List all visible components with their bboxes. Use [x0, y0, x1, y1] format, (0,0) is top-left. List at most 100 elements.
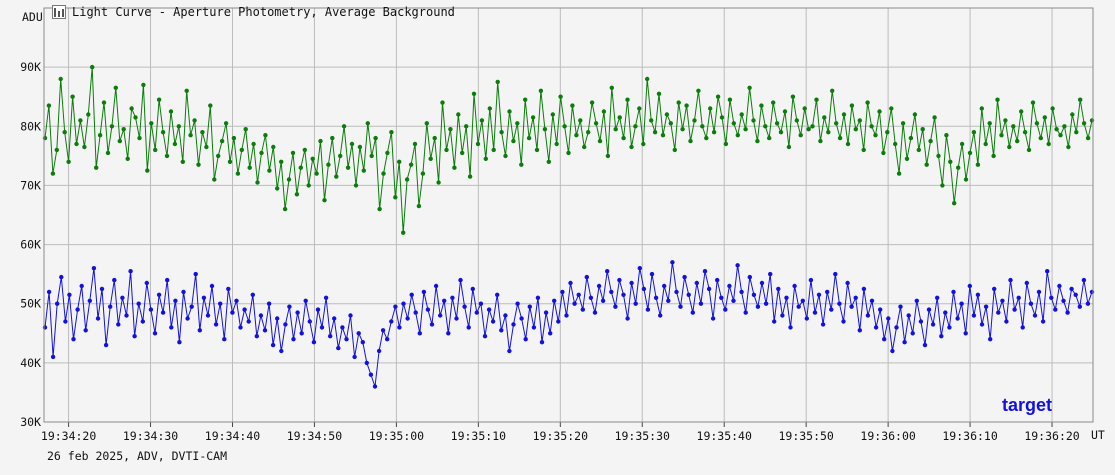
data-point — [865, 313, 871, 318]
data-point — [932, 115, 937, 120]
data-point — [739, 112, 744, 117]
data-point — [169, 325, 174, 330]
data-point — [682, 274, 687, 280]
data-point — [310, 156, 315, 161]
data-point — [833, 271, 838, 277]
data-point — [1065, 310, 1070, 315]
data-point — [120, 295, 125, 300]
data-point — [401, 301, 406, 306]
data-point — [956, 165, 961, 170]
data-point — [86, 112, 91, 117]
data-point — [706, 286, 712, 292]
data-point — [1020, 325, 1025, 330]
data-point — [112, 277, 117, 283]
data-point — [869, 298, 875, 303]
data-point — [735, 263, 740, 268]
data-point — [397, 159, 402, 164]
data-point — [935, 295, 940, 300]
data-point — [715, 277, 720, 283]
data-point — [881, 150, 886, 156]
data-point — [1057, 283, 1062, 289]
data-point — [882, 337, 887, 342]
data-point — [177, 340, 182, 345]
data-point — [377, 206, 382, 212]
data-point — [46, 289, 52, 295]
data-point — [920, 127, 925, 132]
data-point — [542, 127, 548, 132]
data-point — [890, 348, 895, 354]
data-point — [959, 141, 965, 147]
data-point — [1028, 301, 1034, 306]
data-point — [421, 289, 427, 295]
data-point — [168, 109, 174, 114]
data-point — [475, 141, 481, 147]
data-point — [349, 141, 355, 147]
data-point — [877, 109, 882, 114]
data-point — [774, 121, 780, 126]
data-point — [153, 147, 158, 153]
data-point — [959, 301, 964, 306]
data-point — [566, 150, 571, 156]
data-point — [588, 295, 594, 300]
data-point — [454, 316, 459, 321]
x-tick-label: 19:36:00 — [860, 429, 915, 443]
data-point — [456, 112, 461, 117]
data-point — [759, 280, 765, 286]
data-point — [609, 85, 614, 91]
data-point — [369, 153, 374, 159]
data-point — [763, 301, 769, 306]
data-point — [1070, 112, 1075, 117]
x-tick-label: 19:35:50 — [778, 429, 833, 443]
data-point — [425, 307, 431, 312]
data-point — [562, 124, 567, 129]
legend-entry-target: target — [1002, 395, 1052, 415]
data-point — [486, 307, 492, 312]
data-point — [226, 286, 231, 292]
data-point — [1049, 295, 1054, 300]
data-point — [466, 325, 471, 330]
data-point — [987, 121, 992, 126]
data-point — [201, 295, 207, 300]
x-tick-label: 19:35:40 — [697, 429, 752, 443]
data-point — [539, 340, 545, 345]
data-point — [633, 301, 638, 306]
axes: 30K 40K 50K 60K 70K 80K 90K 19:34:20 19:34:30 19:… — [20, 7, 1094, 443]
data-point — [755, 304, 761, 309]
data-point — [184, 88, 189, 94]
y-tick-label: 80K — [20, 119, 41, 133]
data-point — [841, 319, 846, 324]
data-point — [74, 141, 79, 147]
y-tick-label: 70K — [20, 178, 41, 192]
data-point — [42, 135, 48, 141]
data-point — [967, 150, 973, 156]
data-point — [173, 298, 178, 303]
chart-icon[interactable] — [52, 5, 66, 19]
data-point — [295, 310, 300, 315]
x-tick-label: 19:35:20 — [533, 429, 588, 443]
data-point — [368, 372, 374, 377]
data-point — [967, 283, 972, 289]
data-point — [857, 118, 862, 123]
data-point — [462, 304, 467, 309]
data-point — [298, 165, 303, 170]
data-point — [830, 88, 835, 94]
data-point — [328, 334, 333, 339]
data-point — [1030, 100, 1036, 105]
data-point — [747, 85, 752, 91]
data-point — [1045, 269, 1050, 274]
data-point — [759, 103, 764, 108]
data-point — [124, 313, 129, 318]
data-point — [137, 135, 142, 141]
data-point — [262, 328, 268, 333]
series-line — [44, 262, 1093, 387]
data-point — [279, 159, 284, 164]
data-point — [885, 130, 890, 135]
data-point — [103, 342, 109, 348]
data-point — [401, 230, 406, 235]
data-point — [680, 127, 685, 132]
data-point — [63, 319, 68, 324]
data-point — [116, 322, 121, 327]
data-point — [222, 337, 227, 342]
data-point — [700, 124, 705, 129]
